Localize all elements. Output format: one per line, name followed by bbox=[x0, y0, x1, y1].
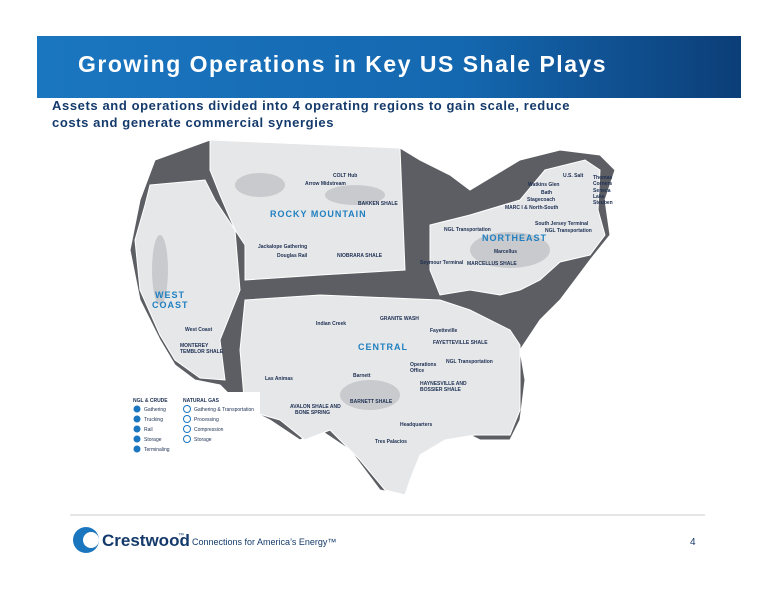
region-label: COAST bbox=[152, 300, 189, 310]
map-label: MARCELLUS SHALE bbox=[467, 261, 517, 267]
map bbox=[125, 139, 616, 496]
trademark: ™ bbox=[178, 532, 184, 539]
map-labels: COLT Hub Arrow Midstream BAKKEN SHALE Jacka… bbox=[180, 173, 613, 445]
legend-item: Compression bbox=[194, 427, 224, 433]
map-label: NIOBRARA SHALE bbox=[337, 253, 383, 259]
shale-area bbox=[470, 232, 550, 268]
legend-icon bbox=[133, 405, 141, 413]
subtitle: costs and generate commercial synergies bbox=[52, 115, 334, 130]
subtitle: Assets and operations divided into 4 ope… bbox=[52, 98, 570, 113]
map-label: Lake bbox=[593, 194, 605, 200]
map-label: Headquarters bbox=[400, 422, 432, 428]
legend-icon bbox=[133, 435, 141, 443]
legend-icon bbox=[183, 425, 191, 433]
map-label: NGL Transportation bbox=[444, 227, 491, 233]
map-label: TEMBLOR SHALE bbox=[180, 349, 224, 355]
map-label: COLT Hub bbox=[333, 173, 357, 179]
legend-icon bbox=[133, 445, 141, 453]
map-label: Fayetteville bbox=[430, 328, 457, 334]
shale-area bbox=[340, 380, 400, 410]
map-label: BOSSIER SHALE bbox=[420, 387, 462, 393]
map-label: U.S. Salt bbox=[563, 173, 584, 179]
map-label: HAYNESVILLE AND bbox=[420, 381, 467, 387]
map-label: Douglas Rail bbox=[277, 253, 308, 259]
map-label: Jackalope Gathering bbox=[258, 244, 307, 250]
map-label: MONTEREY bbox=[180, 343, 209, 349]
map-label: Bath bbox=[541, 190, 552, 196]
map-label: Thomas bbox=[593, 175, 612, 181]
logo-mark bbox=[83, 532, 99, 548]
map-label: Corners bbox=[593, 181, 612, 187]
title: Growing Operations in Key US Shale Plays bbox=[78, 51, 607, 77]
legend-item: Storage bbox=[194, 437, 212, 443]
legend-item: Rail bbox=[144, 427, 153, 433]
map-label: Arrow Midstream bbox=[305, 181, 346, 187]
map-label: West Coast bbox=[185, 327, 212, 333]
legend-icon bbox=[133, 415, 141, 423]
map-label: BAKKEN SHALE bbox=[358, 201, 398, 207]
shale-area bbox=[152, 235, 168, 305]
map-label: Seymour Terminal bbox=[420, 260, 464, 266]
map-label: MARC I & North-South bbox=[505, 205, 558, 211]
map-label: AVALON SHALE AND bbox=[290, 404, 341, 410]
brand: Crestwood bbox=[102, 531, 190, 550]
map-label: Office bbox=[410, 368, 424, 374]
region-labels: ROCKY MOUNTAIN NORTHEAST WEST COAST CENT… bbox=[152, 209, 547, 352]
map-label: BONE SPRING bbox=[295, 410, 330, 416]
map-label: Operations bbox=[410, 362, 437, 368]
shale-area bbox=[325, 185, 385, 205]
legend-item: Storage bbox=[144, 437, 162, 443]
header-bar bbox=[37, 36, 741, 98]
legend-icon bbox=[133, 425, 141, 433]
map-label: Watkins Glen bbox=[528, 182, 560, 188]
map-label: Stagecoach bbox=[527, 197, 555, 203]
legend-item: Gathering bbox=[144, 407, 166, 413]
region-label: CENTRAL bbox=[358, 342, 408, 352]
region-label: NORTHEAST bbox=[482, 233, 547, 243]
map-label: NGL Transportation bbox=[545, 228, 592, 234]
legend-icon bbox=[183, 435, 191, 443]
map-label: BARNETT SHALE bbox=[350, 399, 393, 405]
shale-area bbox=[235, 173, 285, 197]
region-label: WEST bbox=[155, 290, 185, 300]
page-number: 4 bbox=[690, 537, 696, 548]
map-label: Marcellus bbox=[494, 249, 517, 255]
legend-item: Trucking bbox=[144, 417, 163, 423]
map-label: Barnett bbox=[353, 373, 371, 379]
tagline: Connections for America’s Energy™ bbox=[192, 537, 336, 547]
map-label: NGL Transportation bbox=[446, 359, 493, 365]
region-west bbox=[134, 179, 241, 381]
map-label: South Jersey Terminal bbox=[535, 221, 589, 227]
legend-icon bbox=[183, 405, 191, 413]
map-label: FAYETTEVILLE SHALE bbox=[433, 340, 488, 346]
region-northeast bbox=[429, 159, 606, 296]
legend: NGL & CRUDE NATURAL GAS Gathering Trucking R… bbox=[133, 398, 254, 453]
legend-item: Processing bbox=[194, 417, 219, 423]
map-label: Steuben bbox=[593, 200, 613, 206]
map-label: Las Animas bbox=[265, 376, 293, 382]
region-label: ROCKY MOUNTAIN bbox=[270, 209, 367, 219]
map-label: GRANITE WASH bbox=[380, 316, 419, 322]
legend-heading: NGL & CRUDE bbox=[133, 398, 168, 404]
legend-item: Gathering & Transportation bbox=[194, 407, 254, 413]
legend-icon bbox=[183, 415, 191, 423]
legend-item: Terminaling bbox=[144, 447, 170, 453]
legend-heading: NATURAL GAS bbox=[183, 398, 220, 404]
legend-box bbox=[125, 392, 260, 464]
map-label: Seneca bbox=[593, 188, 611, 194]
map-label: Tres Palacios bbox=[375, 439, 407, 445]
map-label: Indian Creek bbox=[316, 321, 346, 327]
